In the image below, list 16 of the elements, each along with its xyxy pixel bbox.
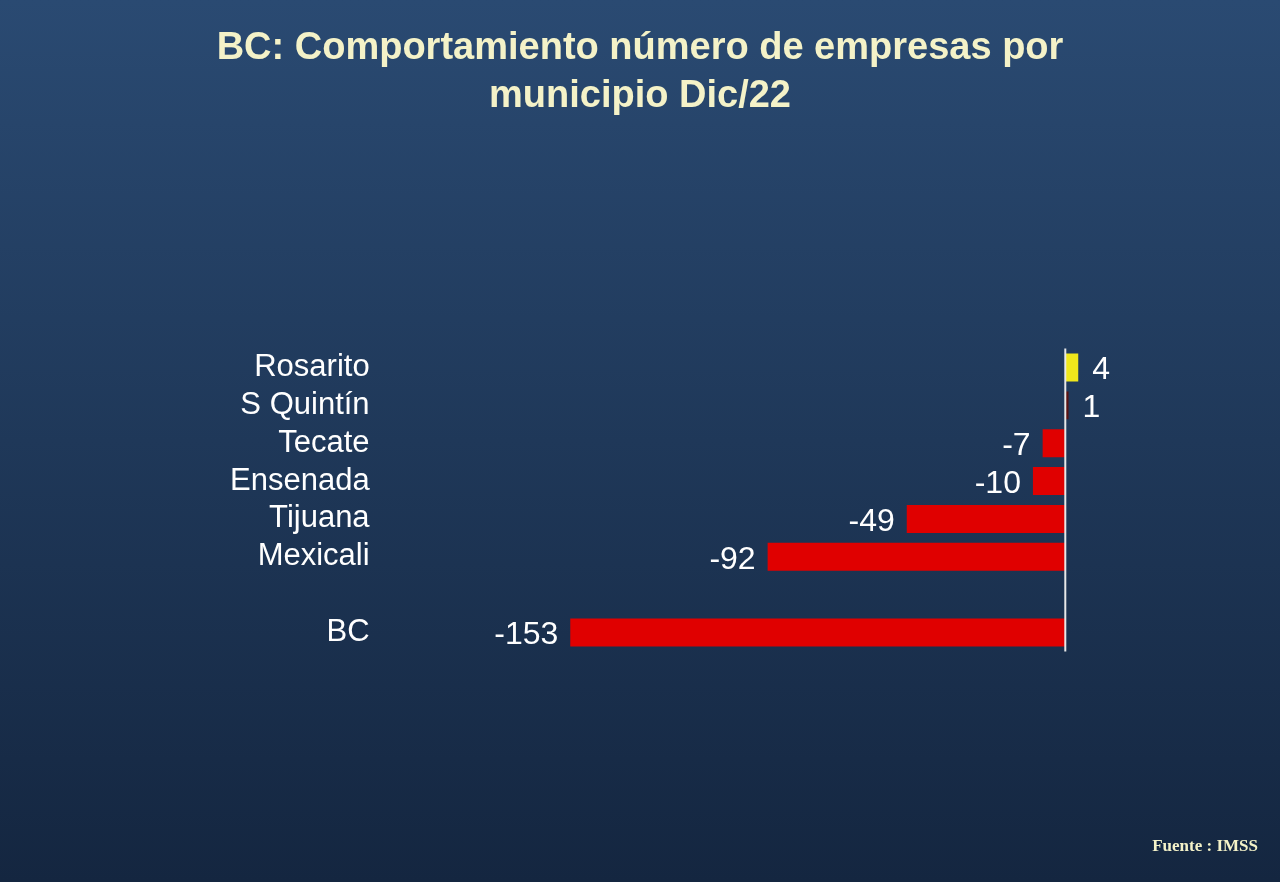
data-label: -92	[709, 539, 756, 576]
y-tick-label: S Quintín	[240, 385, 370, 421]
y-tick-label: Tijuana	[269, 499, 371, 535]
data-label: 4	[1092, 350, 1111, 387]
y-tick-label: Tecate	[278, 423, 370, 459]
data-label: -10	[974, 463, 1021, 500]
data-label: -153	[494, 615, 559, 652]
chart-title: BC: Comportamiento número de empresas por municipio Dic/22	[215, 24, 1065, 117]
y-tick-label: Rosarito	[254, 348, 370, 384]
y-tick-label: Mexicali	[257, 537, 370, 573]
y-tick-label: BC	[326, 613, 370, 649]
data-label: 1	[1082, 388, 1101, 425]
data-label: -49	[848, 501, 895, 538]
source-note: Fuente : IMSS	[1152, 836, 1258, 856]
y-tick-label: Ensenada	[230, 461, 371, 497]
data-label: -7	[1002, 426, 1031, 463]
